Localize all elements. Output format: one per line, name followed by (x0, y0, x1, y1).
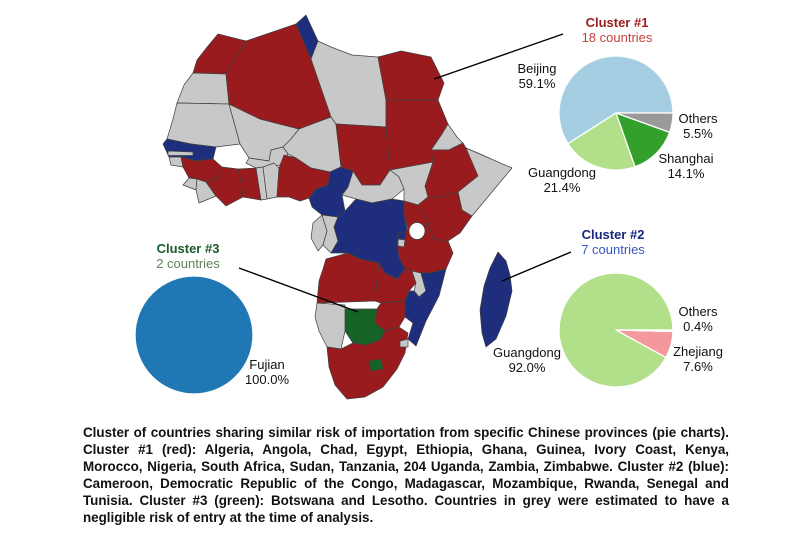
cluster1-title: Cluster #1 (585, 15, 649, 30)
connector-line-cluster3 (238, 267, 359, 313)
label-guangdong2: Guangdong 92.0% (479, 345, 575, 375)
country-mauritania (166, 102, 241, 148)
label-zhejiang-pct: 7.6% (683, 359, 713, 374)
label-beijing-pct: 59.1% (518, 76, 556, 91)
label-fujian: Fujian 100.0% (227, 357, 307, 387)
country-madagascar (479, 251, 513, 348)
pie-title-cluster1: Cluster #1 18 countries (557, 15, 677, 45)
country-namibia (314, 302, 346, 350)
label-fujian-pct: 100.0% (244, 372, 290, 387)
label-zhejiang: Zhejiang 7.6% (658, 344, 738, 374)
label-shanghai-pct: 14.1% (667, 166, 705, 181)
country-western-sahara (176, 72, 230, 105)
country-kenya (417, 191, 473, 242)
pie-chart-cluster2 (558, 272, 674, 388)
label-guangdong2-pct: 92.0% (508, 360, 546, 375)
country-ghana (237, 167, 262, 201)
country-sierra-leone (182, 177, 198, 191)
cluster2-subtitle: 7 countries (581, 242, 645, 257)
pie-slice-beijing (558, 55, 674, 145)
label-guangdong2-name: Guangdong (493, 345, 561, 360)
label-beijing: Beijing 59.1% (497, 61, 577, 91)
pie-slice-others (615, 112, 674, 133)
label-others2: Others 0.4% (663, 304, 733, 334)
country-swaziland (399, 338, 409, 348)
label-guangdong1-pct: 21.4% (543, 180, 581, 195)
country-egypt (377, 50, 445, 101)
pie-chart-cluster3 (134, 275, 254, 395)
pie-slice-shanghai (615, 112, 671, 168)
label-beijing-name: Beijing (517, 61, 557, 76)
pie-title-cluster3: Cluster #3 2 countries (128, 241, 248, 271)
country-rwanda (397, 232, 407, 240)
pie-slice-guangdong (567, 112, 636, 171)
connector-line-cluster1 (433, 33, 564, 80)
pie-title-cluster2: Cluster #2 7 countries (553, 227, 673, 257)
label-others1-name: Others (678, 111, 718, 126)
cluster2-title: Cluster #2 (581, 227, 645, 242)
pie-slice-fujian (134, 275, 254, 395)
cluster1-subtitle: 18 countries (581, 30, 653, 45)
cluster3-subtitle: 2 countries (156, 256, 220, 271)
label-others1: Others 5.5% (663, 111, 733, 141)
country-burundi (397, 238, 406, 248)
label-guangdong1: Guangdong 21.4% (514, 165, 610, 195)
label-others1-pct: 5.5% (683, 126, 713, 141)
country-gambia (167, 150, 194, 156)
label-others2-pct: 0.4% (683, 319, 713, 334)
pie-slice-others (615, 329, 674, 333)
label-shanghai: Shanghai 14.1% (646, 151, 726, 181)
cluster3-title: Cluster #3 (156, 241, 220, 256)
map-countries (162, 14, 513, 400)
country-guinea-bissau (168, 156, 184, 168)
figure-caption: Cluster of countries sharing similar ris… (83, 425, 729, 525)
label-others2-name: Others (678, 304, 718, 319)
label-fujian-name: Fujian (249, 357, 285, 372)
country-lesotho (368, 358, 384, 372)
label-shanghai-name: Shanghai (658, 151, 714, 166)
country-guinea (180, 156, 223, 183)
label-zhejiang-name: Zhejiang (673, 344, 723, 359)
connector-line-cluster2 (501, 251, 572, 282)
label-guangdong1-name: Guangdong (528, 165, 596, 180)
lake-victoria (408, 222, 426, 240)
pie-chart-cluster1 (558, 55, 674, 171)
